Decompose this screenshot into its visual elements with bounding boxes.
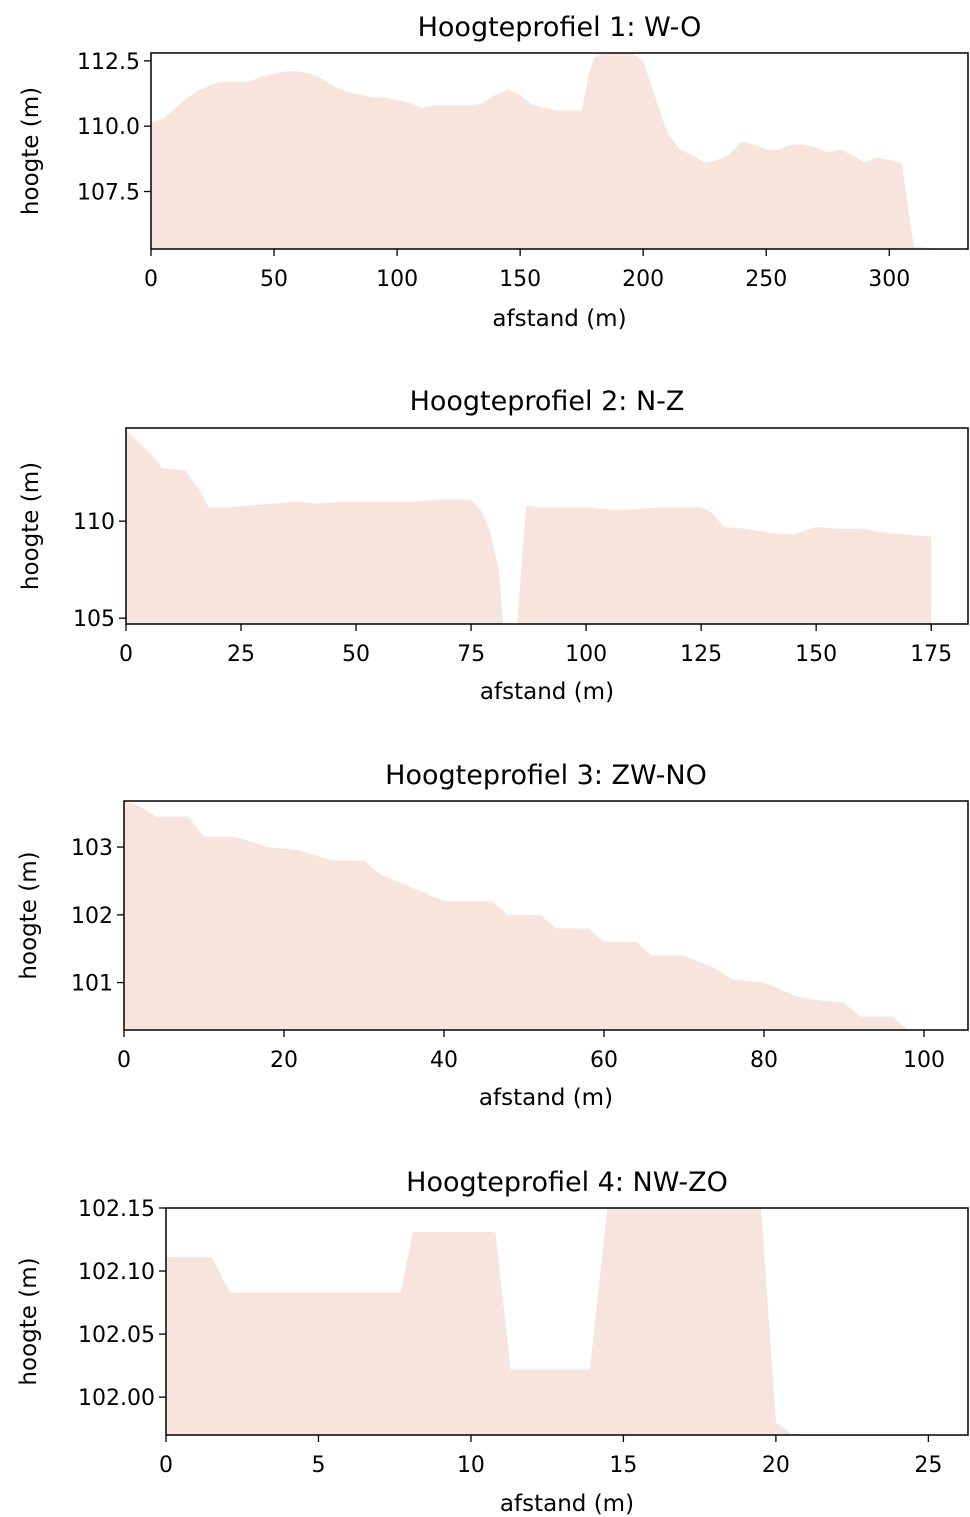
x-tick-label: 50	[342, 642, 370, 667]
x-tick-label: 60	[590, 1048, 618, 1073]
x-tick-label: 100	[565, 642, 607, 667]
y-axis-label: hoogte (m)	[16, 851, 42, 979]
axes-frame	[123, 800, 969, 1031]
x-tick-label: 150	[795, 642, 837, 667]
x-tick-label: 20	[270, 1048, 298, 1073]
x-axis-label: afstand (m)	[479, 1085, 613, 1111]
axes-frame	[150, 52, 969, 250]
x-tick-label: 0	[144, 267, 158, 292]
x-tick-label: 0	[119, 642, 133, 667]
x-tick-label: 25	[227, 642, 255, 667]
elevation-area	[124, 801, 924, 1030]
chart-panel-2: 0 25 50 75 100 125 150 175 105 110 Hoogteprofiel 2…	[18, 386, 969, 705]
x-axis-label: afstand (m)	[492, 306, 626, 332]
chart-panel-3: 0 20 40 60 80 100 101 102 103 Hoogteprofiel 3: ZW…	[16, 760, 969, 1111]
y-tick-label: 102	[71, 904, 113, 929]
x-tick-label: 80	[750, 1048, 778, 1073]
y-tick-label: 105	[73, 607, 115, 632]
x-tick-label: 100	[903, 1048, 945, 1073]
y-tick-label: 102.05	[78, 1323, 155, 1348]
x-axis-label: afstand (m)	[480, 679, 614, 705]
y-tick-label: 102.15	[78, 1197, 155, 1222]
x-tick-label: 75	[457, 642, 485, 667]
x-tick-label: 25	[914, 1453, 942, 1478]
elevation-area	[166, 1208, 807, 1435]
elevation-area	[151, 53, 968, 249]
y-axis-label: hoogte (m)	[18, 462, 44, 590]
y-tick-label: 102.00	[78, 1386, 155, 1411]
x-tick-label: 250	[745, 267, 787, 292]
y-axis-label: hoogte (m)	[18, 87, 44, 215]
y-tick-label: 110.0	[77, 115, 140, 140]
x-tick-label: 15	[609, 1453, 637, 1478]
x-tick-label: 125	[680, 642, 722, 667]
chart-panel-1: 0 50 100 150 200 250 300 107.5 110.0 112.5 Hoogtep…	[18, 12, 969, 332]
y-tick-label: 112.5	[77, 50, 140, 75]
y-tick-label: 110	[73, 510, 115, 535]
chart-panel-4: 0 5 10 15 20 25 102.00 102.05 102.10 102.15 Hoogte…	[16, 1167, 969, 1517]
x-tick-label: 5	[311, 1453, 325, 1478]
x-tick-label: 150	[499, 267, 541, 292]
y-tick-label: 107.5	[77, 181, 140, 206]
chart-title: Hoogteprofiel 2: N-Z	[410, 386, 685, 417]
x-tick-label: 300	[868, 267, 910, 292]
x-tick-label: 50	[260, 267, 288, 292]
y-tick-label: 103	[71, 836, 113, 861]
x-tick-label: 0	[117, 1048, 131, 1073]
chart-title: Hoogteprofiel 1: W-O	[418, 12, 702, 43]
chart-title: Hoogteprofiel 4: NW-ZO	[406, 1167, 728, 1198]
axes-frame	[165, 1207, 969, 1436]
y-axis-label: hoogte (m)	[16, 1257, 42, 1385]
y-tick-label: 101	[71, 972, 113, 997]
chart-title: Hoogteprofiel 3: ZW-NO	[385, 760, 707, 791]
x-tick-label: 0	[159, 1453, 173, 1478]
x-tick-label: 175	[910, 642, 952, 667]
x-axis-label: afstand (m)	[500, 1491, 634, 1517]
x-tick-label: 100	[376, 267, 418, 292]
y-tick-label: 102.10	[78, 1260, 155, 1285]
axes-frame	[125, 427, 969, 625]
elevation-area	[126, 429, 932, 624]
x-tick-label: 200	[622, 267, 664, 292]
x-tick-label: 10	[457, 1453, 485, 1478]
x-tick-label: 20	[762, 1453, 790, 1478]
x-tick-label: 40	[430, 1048, 458, 1073]
